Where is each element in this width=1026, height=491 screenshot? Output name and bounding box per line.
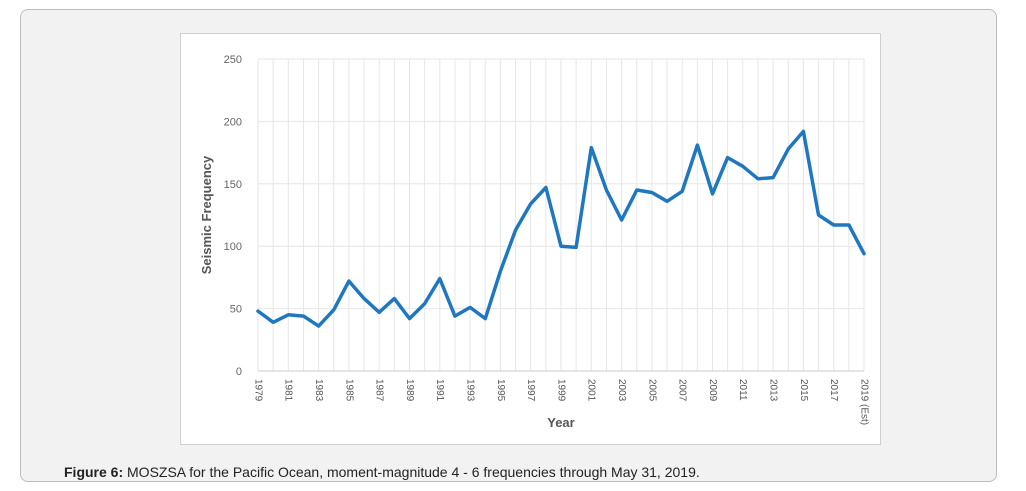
x-tick-label: 2007 [677,379,688,402]
x-tick-label: 1991 [434,379,445,402]
figure-panel: 0 50 100 150 200 250 1979 1981 1983 1985 1987 1989 1… [20,9,997,482]
x-tick-label: 2009 [707,379,718,402]
x-tick-label: 1989 [404,379,415,402]
series-line [256,129,866,328]
x-tick-label: 1979 [252,379,263,402]
x-tick-label: 1997 [525,379,536,402]
x-tick-label: 1993 [464,379,475,402]
x-tick-label: 1995 [495,379,506,402]
x-tick-label: 1983 [313,379,324,402]
y-tick-label: 50 [230,304,242,316]
y-tick-label: 200 [224,116,242,128]
y-tick-label: 100 [224,241,242,253]
x-tick-label: 1985 [343,379,354,402]
x-axis-title: Year [547,415,574,430]
x-tick-label: 2013 [767,379,778,402]
x-tick-label: 2017 [828,379,839,402]
y-axis-title: Seismic Frequency [199,155,214,274]
chart-container: 0 50 100 150 200 250 1979 1981 1983 1985 1987 1989 1… [180,33,881,445]
x-tick-label: 1987 [374,379,385,402]
x-tick-label: 2005 [646,379,657,402]
x-tick-label: 2001 [586,379,597,402]
x-tick-label: 2019 (Est) [858,379,869,425]
y-tick-label: 0 [236,366,242,378]
x-tick-label: 2015 [798,379,809,402]
x-tick-label: 2011 [737,379,748,401]
line-chart: 0 50 100 150 200 250 1979 1981 1983 1985 1987 1989 1… [199,54,869,430]
x-tick-label: 2003 [616,379,627,402]
y-tick-label: 150 [224,179,242,191]
figure-caption: Figure 6: MOSZSA for the Pacific Ocean, … [64,464,700,480]
x-tick-label: 1981 [283,379,294,402]
x-tick-label: 1999 [555,379,566,402]
y-tick-label: 250 [224,54,242,66]
caption-text: MOSZSA for the Pacific Ocean, moment-mag… [123,464,700,480]
caption-label: Figure 6: [64,464,124,480]
